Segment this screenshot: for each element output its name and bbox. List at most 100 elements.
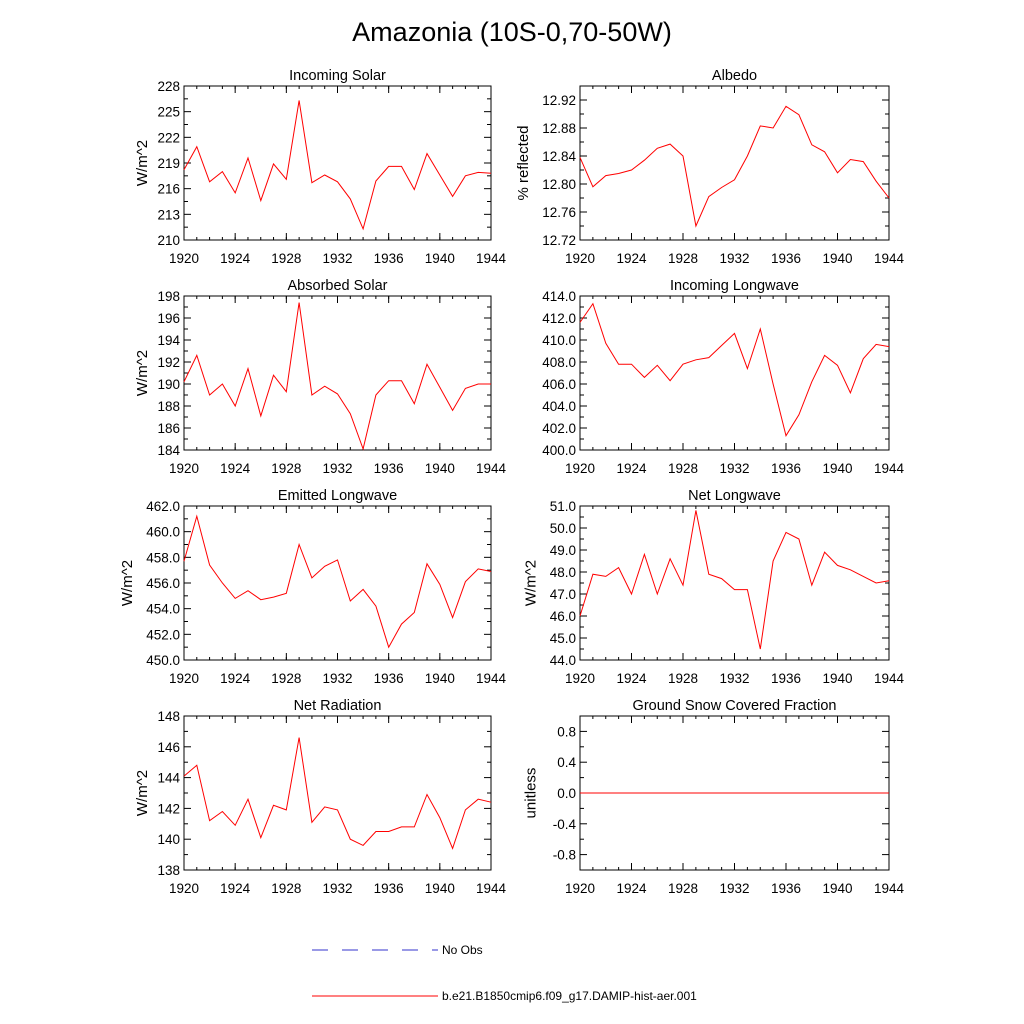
- x-tick-label: 1944: [874, 461, 905, 476]
- x-tick-label: 1944: [874, 881, 905, 896]
- x-tick-label: 1936: [374, 881, 404, 896]
- y-axis-label: W/m^2: [134, 140, 151, 186]
- x-tick-label: 1920: [169, 461, 199, 476]
- panel-title: Ground Snow Covered Fraction: [633, 698, 837, 714]
- x-tick-label: 1944: [874, 251, 905, 266]
- y-tick-label: 210: [157, 233, 180, 248]
- y-tick-label: 222: [157, 130, 180, 145]
- x-tick-label: 1920: [565, 251, 595, 266]
- y-tick-label: 184: [157, 443, 180, 458]
- y-tick-label: -0.8: [553, 848, 576, 863]
- panel-title: Albedo: [712, 68, 757, 84]
- y-tick-label: 404.0: [542, 399, 576, 414]
- x-tick-label: 1920: [169, 251, 199, 266]
- panel-8: Ground Snow Covered Fraction 1920 1924 1928…: [523, 698, 905, 896]
- y-tick-label: 194: [157, 333, 180, 348]
- x-tick-label: 1944: [476, 461, 507, 476]
- panel-2: Albedo 1920 1924 1928 1932 1936 1940 1944 12.72 1…: [515, 68, 905, 266]
- x-tick-label: 1924: [616, 251, 647, 266]
- plot-frame: [183, 295, 492, 451]
- x-tick-label: 1940: [822, 671, 852, 686]
- y-tick-label: 406.0: [542, 377, 576, 392]
- y-tick-label: 450.0: [146, 653, 180, 668]
- x-tick-label: 1936: [374, 461, 404, 476]
- panel-title: Incoming Solar: [289, 68, 386, 84]
- series-line: [579, 105, 890, 228]
- legend-obs-label: No Obs: [442, 943, 483, 957]
- y-tick-label: 186: [157, 421, 180, 436]
- x-tick-label: 1932: [322, 881, 352, 896]
- y-tick-label: 216: [157, 182, 180, 197]
- y-tick-label: 0.4: [557, 755, 576, 770]
- x-tick-label: 1940: [425, 461, 455, 476]
- y-tick-label: 48.0: [550, 565, 576, 580]
- y-tick-label: 192: [157, 355, 180, 370]
- x-tick-label: 1932: [322, 251, 352, 266]
- x-tick-label: 1924: [220, 251, 251, 266]
- series-line: [579, 302, 890, 437]
- panel-6: Net Longwave 1920 1924 1928 1932 1936 1940 1944…: [523, 488, 905, 686]
- y-tick-label: 188: [157, 399, 180, 414]
- x-tick-label: 1924: [220, 881, 251, 896]
- y-tick-label: 146: [157, 740, 180, 755]
- panel-title: Net Longwave: [688, 488, 781, 504]
- x-tick-label: 1936: [771, 251, 801, 266]
- x-tick-label: 1940: [425, 881, 455, 896]
- y-tick-label: 51.0: [550, 499, 576, 514]
- y-tick-label: 190: [157, 377, 180, 392]
- x-tick-label: 1924: [616, 881, 647, 896]
- x-tick-label: 1944: [476, 251, 507, 266]
- x-tick-label: 1924: [220, 671, 251, 686]
- series-line: [183, 737, 492, 850]
- x-tick-label: 1928: [668, 881, 698, 896]
- y-axis-label: W/m^2: [134, 350, 151, 396]
- legend: No Obs b.e21.B1850cmip6.f09_g17.DAMIP-hi…: [312, 943, 697, 1003]
- series-line: [183, 100, 492, 231]
- legend-model-label: b.e21.B1850cmip6.f09_g17.DAMIP-hist-aer.…: [442, 989, 697, 1003]
- y-tick-label: 456.0: [146, 576, 180, 591]
- y-tick-label: 400.0: [542, 443, 576, 458]
- plot-frame: [579, 295, 890, 451]
- y-tick-label: 0.0: [557, 786, 576, 801]
- y-axis-label: W/m^2: [134, 770, 151, 816]
- x-tick-label: 1924: [220, 461, 251, 476]
- panel-title: Incoming Longwave: [670, 278, 799, 294]
- x-tick-label: 1932: [322, 671, 352, 686]
- y-tick-label: 458.0: [146, 550, 180, 565]
- x-tick-label: 1920: [169, 671, 199, 686]
- panel-1: Incoming Solar 1920 1924 1928 1932 1936 1940 19…: [134, 68, 506, 266]
- x-tick-label: 1928: [668, 461, 698, 476]
- y-tick-label: 196: [157, 311, 180, 326]
- y-tick-label: 12.72: [542, 233, 576, 248]
- x-tick-label: 1932: [322, 461, 352, 476]
- series-line: [183, 514, 492, 649]
- x-tick-label: 1940: [425, 671, 455, 686]
- x-tick-label: 1932: [719, 251, 749, 266]
- x-tick-label: 1928: [668, 671, 698, 686]
- y-tick-label: 408.0: [542, 355, 576, 370]
- panel-title: Emitted Longwave: [278, 488, 397, 504]
- x-tick-label: 1940: [822, 461, 852, 476]
- x-tick-label: 1932: [719, 461, 749, 476]
- panel-title: Net Radiation: [294, 698, 382, 714]
- y-tick-label: 460.0: [146, 525, 180, 540]
- y-tick-label: 462.0: [146, 499, 180, 514]
- plot-frame: [183, 715, 492, 871]
- y-tick-label: 12.76: [542, 205, 576, 220]
- x-tick-label: 1928: [271, 461, 301, 476]
- y-tick-label: 402.0: [542, 421, 576, 436]
- y-tick-label: 0.8: [557, 724, 576, 739]
- x-tick-label: 1940: [425, 251, 455, 266]
- y-tick-label: 142: [157, 801, 180, 816]
- y-tick-label: 454.0: [146, 602, 180, 617]
- x-tick-label: 1924: [616, 461, 647, 476]
- panel-5: Emitted Longwave 1920 1924 1928 1932 1936 1940…: [119, 488, 507, 686]
- panel-title: Absorbed Solar: [288, 278, 388, 294]
- y-tick-label: -0.4: [553, 817, 577, 832]
- y-tick-label: 46.0: [550, 609, 576, 624]
- y-tick-label: 44.0: [550, 653, 576, 668]
- y-tick-label: 412.0: [542, 311, 576, 326]
- x-tick-label: 1928: [668, 251, 698, 266]
- x-tick-label: 1928: [271, 881, 301, 896]
